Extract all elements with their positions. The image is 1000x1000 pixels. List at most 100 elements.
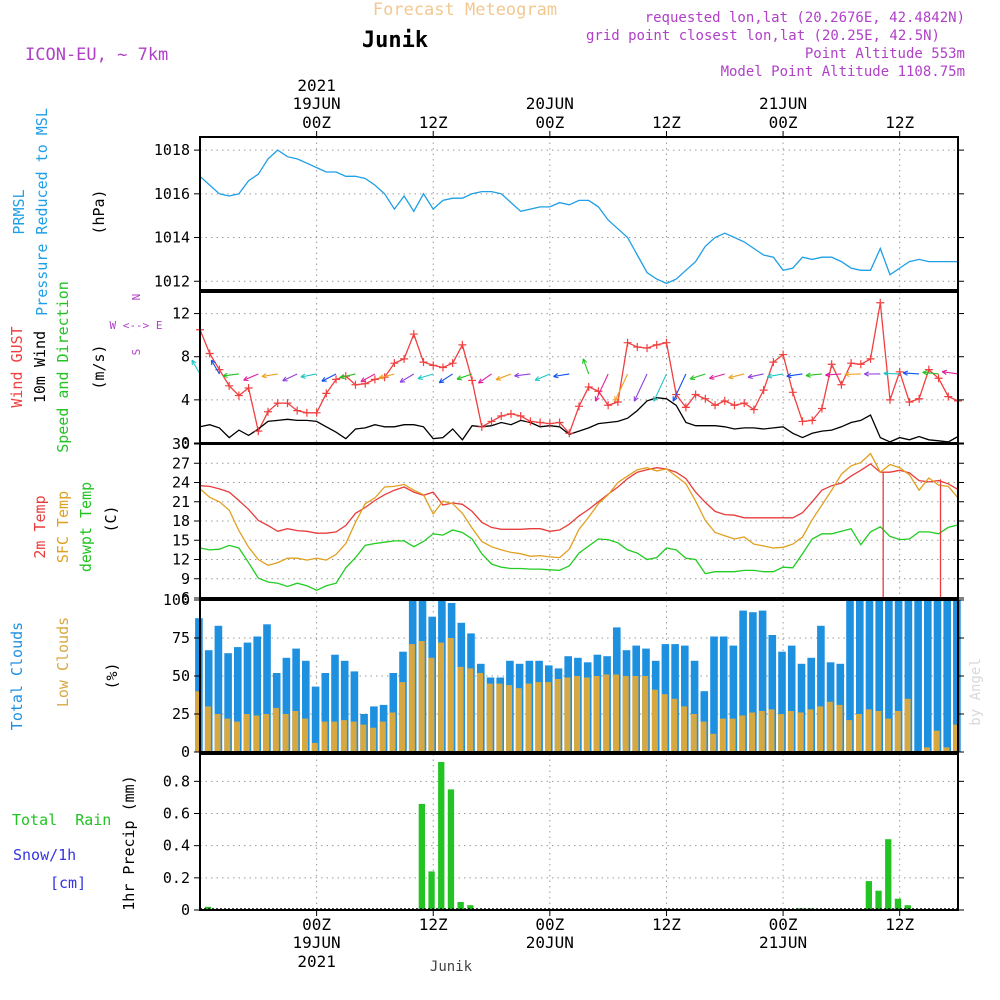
total-cloud-bar — [224, 653, 232, 752]
low-cloud-bar — [574, 676, 581, 752]
wind-axis-labels: Wind GUST 10m Wind Speed and Direction (… — [8, 281, 162, 453]
y-tick-label: 30 — [172, 435, 190, 453]
cloud-unit: (%) — [103, 662, 121, 689]
wind-arrow-head — [883, 370, 889, 377]
total-cloud-bar — [943, 600, 951, 752]
low-cloud-bar — [856, 714, 862, 752]
gust-marker — [584, 382, 593, 391]
wind-arrow-head — [210, 359, 216, 366]
gust-marker — [740, 399, 749, 408]
wind-direction-arrow — [339, 373, 356, 379]
total-cloud-bar — [253, 636, 261, 752]
y-tick-label: 1014 — [154, 229, 190, 247]
y-tick-label: 0 — [181, 743, 190, 761]
total-cloud-bar — [302, 660, 310, 752]
wind-direction-arrow — [399, 373, 415, 383]
wind-direction-arrow — [883, 372, 900, 375]
low-cloud-bar — [710, 733, 717, 752]
low-cloud-bar — [525, 683, 532, 752]
total-cloud-bar — [914, 600, 922, 752]
wind-direction-arrow — [825, 373, 842, 376]
wind-direction-arrow — [786, 373, 803, 377]
wind-direction-arrow — [672, 373, 687, 402]
wind-direction-arrow — [534, 373, 551, 381]
total-cloud-bar — [282, 657, 291, 752]
wind-direction-arrow — [844, 373, 861, 376]
rain-bar — [438, 762, 445, 910]
y-tick-label: 27 — [172, 454, 190, 472]
temp-dewpt-label: dewpt Temp — [77, 482, 95, 572]
low-cloud-bar — [195, 691, 202, 752]
y-tick-label: 4 — [181, 391, 190, 409]
gust-marker — [244, 383, 253, 392]
low-cloud-bar — [292, 711, 299, 752]
low-cloud-bar — [632, 676, 639, 752]
wind-direction-arrow — [553, 373, 570, 378]
gust-marker — [390, 359, 399, 368]
compass-n: N — [130, 294, 143, 301]
requested-coords: requested lon,lat (20.2676E, 42.4842N) — [645, 10, 965, 26]
gust-marker — [293, 406, 302, 415]
low-cloud-bar — [302, 718, 308, 752]
wind-direction-arrow — [222, 373, 239, 377]
gust-marker — [701, 394, 710, 403]
total-cloud-bar — [321, 673, 330, 752]
gust-marker — [322, 389, 331, 398]
time-label-bottom: 00Z — [302, 915, 331, 934]
total-cloud-bar — [787, 645, 796, 752]
gust-marker — [234, 391, 243, 400]
panel-frame-temperature — [199, 443, 959, 599]
gust-marker — [264, 407, 273, 416]
precip-axis-labels: Total Rain Snow/1h [cm] 1hr Precip (mm) — [12, 775, 138, 910]
y-tick-label: 1018 — [154, 141, 190, 159]
wind-gust-line — [199, 302, 959, 435]
low-cloud-bar — [729, 718, 736, 752]
footer-location: Junik — [430, 959, 473, 975]
gust-marker — [691, 390, 700, 399]
y-tick-label: 75 — [172, 629, 190, 647]
y-tick-label: 12 — [172, 305, 190, 323]
low-cloud-bar — [846, 720, 853, 752]
pressure-label-msl: Pressure Reduced to MSL — [33, 108, 51, 316]
gust-marker — [808, 416, 817, 425]
gust-marker — [885, 395, 894, 404]
wind-arrow-head — [864, 371, 870, 377]
wind-direction-arrow — [360, 373, 376, 383]
wind-10m-line — [199, 397, 959, 443]
low-cloud-bar — [671, 698, 678, 752]
y-tick-label: 0.6 — [163, 805, 190, 823]
low-cloud-bar — [418, 641, 425, 752]
wind-direction-arrow — [495, 373, 512, 381]
wind-direction-arrow — [300, 373, 317, 378]
total-rain-label: Total Rain — [12, 811, 111, 829]
wind-arrow-head — [728, 374, 734, 380]
low-cloud-bar — [350, 721, 357, 752]
low-clouds-label: Low Clouds — [54, 617, 72, 707]
gust-marker — [565, 429, 574, 438]
y-tick-label: 0.2 — [163, 869, 190, 887]
y-tick-label: 0 — [181, 434, 190, 452]
y-tick-label: 0.4 — [163, 837, 190, 855]
time-label-top: 12Z — [419, 113, 448, 132]
y-tick-label: 25 — [172, 705, 190, 723]
low-cloud-bar — [622, 676, 629, 752]
wind-unit: (m/s) — [90, 344, 108, 389]
wind-direction-arrow — [378, 373, 395, 379]
low-cloud-bar — [399, 682, 406, 752]
low-cloud-bar — [243, 714, 250, 752]
y-tick-label: 1016 — [154, 185, 190, 203]
low-cloud-bar — [428, 657, 435, 752]
total-cloud-bar — [690, 660, 699, 752]
low-cloud-bar — [807, 709, 814, 752]
gust-marker — [643, 344, 652, 353]
y-tick-label: 50 — [172, 667, 190, 685]
wind-arrow-head — [378, 374, 384, 380]
time-label-top: 00Z — [535, 113, 564, 132]
wind-direction-arrow — [282, 373, 298, 382]
low-cloud-bar — [690, 714, 697, 752]
wind-arrow-head — [399, 377, 406, 383]
gust-marker — [847, 359, 856, 368]
low-cloud-bar — [457, 666, 464, 752]
wind-arrow-head — [456, 375, 462, 381]
